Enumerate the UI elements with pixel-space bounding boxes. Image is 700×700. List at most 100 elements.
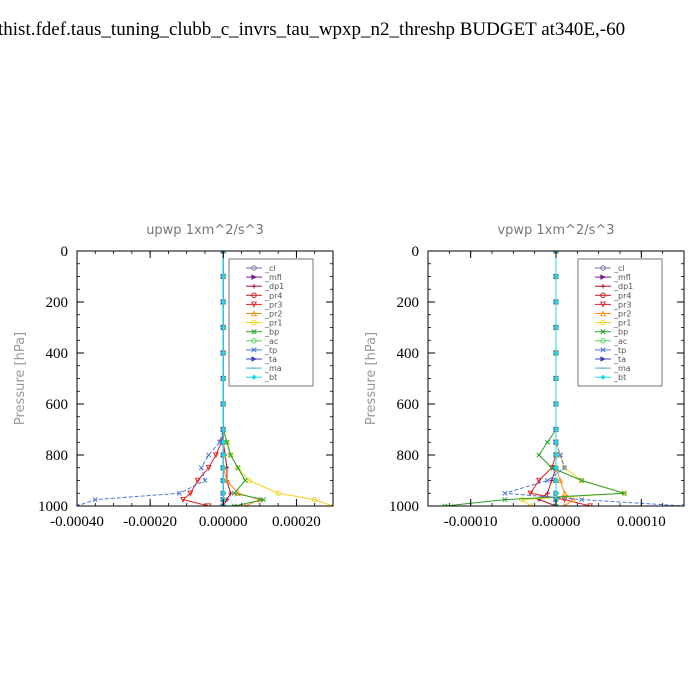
series-point-bp <box>502 497 508 503</box>
upwp-panel: upwp 1xm^2/s^3 Pressure [hPa] -0.00040 -0.0… <box>13 223 334 530</box>
series-point-tp <box>202 477 208 484</box>
legend-item: _pr2 <box>246 310 282 319</box>
series-point-pr1 <box>227 452 234 458</box>
x-tick-label: -0.00040 <box>50 514 104 530</box>
series-point-bt <box>220 439 226 445</box>
series-point-pr1 <box>312 496 318 503</box>
series-point-pr2 <box>256 496 263 503</box>
legend-item: _cl <box>595 264 625 273</box>
y-tick-label: 400 <box>397 346 420 362</box>
legend-item: _dp1 <box>246 282 284 291</box>
series-point-pr1 <box>275 490 281 496</box>
series-point-tp <box>198 465 204 471</box>
legend-label: _dp1 <box>264 282 284 291</box>
series-point-pr3 <box>536 477 542 484</box>
legend-label: _pr2 <box>264 310 282 319</box>
legend-label: _cl <box>264 264 276 273</box>
legend-item: _pr2 <box>595 310 631 319</box>
series-point-bp <box>228 452 234 458</box>
legend: _cl_mfl_dp1_pr4_pr3_pr2_pr1_bp_ac_tp_ta_… <box>228 258 314 387</box>
legend-marker <box>600 274 606 280</box>
series-point-tp <box>561 465 568 471</box>
legend-label: _tp <box>613 346 626 355</box>
legend-marker <box>600 329 606 335</box>
legend-item: _tp <box>595 346 626 355</box>
legend-label: _pr4 <box>264 291 282 300</box>
legend-marker <box>600 338 606 344</box>
y-axis-label: Pressure [hPa] <box>364 332 379 425</box>
panel-title: vpwp 1xm^2/s^3 <box>497 223 614 238</box>
legend-item: _mfl <box>246 273 282 282</box>
series-point-bt <box>553 375 559 382</box>
x-tick-label: 0.00000 <box>199 514 248 530</box>
legend-label: _cl <box>613 264 625 273</box>
legend-label: _tp <box>264 346 277 355</box>
legend-item: _bp <box>595 328 628 337</box>
legend-item: _pr4 <box>595 291 631 300</box>
legend-marker <box>600 319 606 326</box>
legend-label: _pr2 <box>613 310 631 319</box>
series-point-pr3 <box>187 490 194 497</box>
x-tick-label: 0.00000 <box>532 514 581 530</box>
legend-label: _pr4 <box>613 291 631 300</box>
series-point-tp <box>579 497 585 503</box>
legend-item: _ac <box>595 337 627 346</box>
legend-label: _pr3 <box>613 300 631 309</box>
legend-label: _mfl <box>613 273 631 282</box>
series-point-bt <box>553 490 559 496</box>
series-point-bp <box>235 465 241 471</box>
series-point-bt <box>553 439 559 445</box>
series-point-tp <box>557 452 563 458</box>
legend-label: _ma <box>264 364 282 373</box>
panel-title: upwp 1xm^2/s^3 <box>146 223 264 238</box>
legend-label: _pr1 <box>264 319 282 328</box>
legend-label: _ta <box>264 355 277 364</box>
series-point-pr2 <box>570 496 576 503</box>
series-point-tp <box>502 490 508 496</box>
series-point-bt <box>553 401 559 407</box>
legend-box <box>577 258 663 387</box>
series-point-bt <box>220 350 226 356</box>
series-point-pr3 <box>194 477 201 484</box>
legend-item: _pr1 <box>246 319 282 328</box>
series-point-tp <box>176 490 182 496</box>
legend-item: _cl <box>246 264 276 273</box>
series-point-bp <box>231 503 237 506</box>
series-point-bt <box>220 324 226 331</box>
series-point-bp <box>579 477 585 484</box>
series-point-bt <box>553 324 559 331</box>
series-point-bt <box>220 273 226 280</box>
series-point-dp1 <box>545 491 550 496</box>
series-point-tp <box>544 477 551 484</box>
legend-label: _bp <box>264 328 279 337</box>
series-point-bt <box>220 375 226 382</box>
series-point-pr2 <box>561 490 568 496</box>
y-tick-label: 400 <box>46 346 69 362</box>
legend-label: _ta <box>613 355 626 364</box>
legend-item: _bt <box>246 373 277 382</box>
series-point-bt <box>553 426 559 433</box>
series-point-pr3 <box>205 503 212 506</box>
legend-marker <box>251 347 257 353</box>
series-point-dp1 <box>228 491 233 496</box>
legend-label: _ac <box>264 337 278 346</box>
legend-item: _ma <box>246 364 282 373</box>
legend-label: _bp <box>613 328 628 337</box>
plot-area <box>77 251 333 506</box>
series-point-bt <box>553 477 559 484</box>
legend-marker <box>250 301 258 308</box>
series-line-tp <box>77 251 224 506</box>
legend-item: _dp1 <box>595 282 633 291</box>
legend-item: _pr1 <box>595 319 631 328</box>
y-tick-label: 600 <box>397 397 420 413</box>
y-tick-label: 1000 <box>389 499 419 515</box>
series-point-bp <box>621 490 627 496</box>
legend-label: _bt <box>264 373 277 382</box>
legend-label: _bt <box>613 373 626 382</box>
legend-item: _ac <box>246 337 278 346</box>
series-point-bt <box>220 401 226 407</box>
legend-marker <box>250 310 258 317</box>
legend-item: _ma <box>595 364 631 373</box>
legend-marker <box>251 319 257 326</box>
legend-marker <box>600 292 606 299</box>
